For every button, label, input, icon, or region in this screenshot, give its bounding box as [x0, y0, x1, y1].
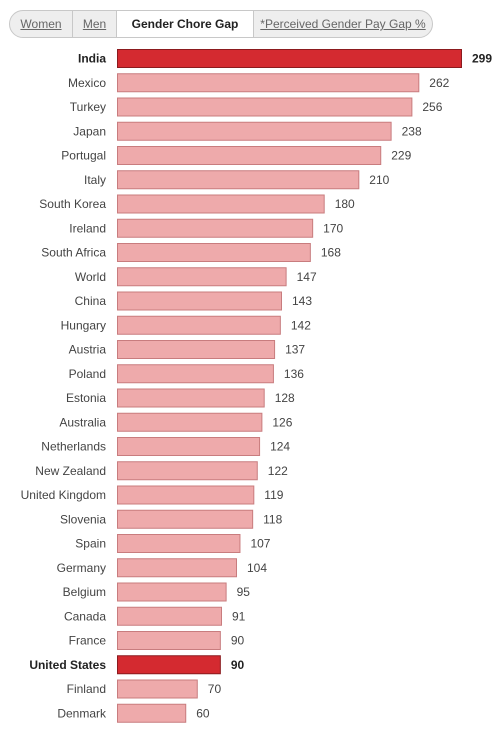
value-label: 119	[264, 488, 283, 502]
bar[interactable]	[117, 340, 276, 359]
category-label: Finland	[67, 682, 106, 696]
value-label: 91	[232, 609, 246, 623]
value-label: 180	[335, 197, 355, 211]
category-label: United States	[29, 658, 106, 672]
bar[interactable]	[117, 679, 198, 699]
value-label: 70	[208, 682, 222, 696]
value-label: 170	[323, 221, 343, 235]
highlighted-bar[interactable]	[117, 655, 221, 675]
bar[interactable]	[117, 703, 187, 723]
bar[interactable]	[117, 485, 255, 505]
bar[interactable]	[117, 461, 258, 481]
value-label: 104	[247, 561, 267, 575]
category-label: Spain	[75, 537, 106, 551]
value-label: 122	[268, 464, 288, 478]
category-label: World	[75, 270, 106, 284]
bar[interactable]	[117, 582, 227, 602]
bar[interactable]	[117, 437, 261, 456]
category-label: Poland	[69, 367, 106, 381]
category-label: Netherlands	[41, 440, 106, 454]
category-label: India	[78, 52, 106, 66]
tab-men[interactable]: Men	[73, 11, 117, 37]
value-label: 128	[275, 391, 295, 405]
category-label: China	[75, 294, 107, 308]
category-label: United Kingdom	[21, 488, 106, 502]
category-label: Turkey	[70, 100, 106, 114]
value-label: 238	[402, 124, 422, 138]
category-label: Hungary	[61, 318, 106, 332]
value-label: 90	[231, 658, 245, 672]
value-label: 229	[391, 149, 411, 163]
value-label: 168	[321, 246, 341, 260]
bar[interactable]	[117, 121, 392, 141]
category-label: Canada	[64, 609, 106, 623]
value-label: 107	[250, 537, 270, 551]
value-label: 124	[270, 440, 290, 454]
bar[interactable]	[117, 534, 241, 553]
category-label: France	[69, 634, 107, 648]
category-label: Slovenia	[60, 512, 106, 526]
value-label: 147	[297, 270, 317, 284]
category-label: Italy	[84, 173, 106, 187]
value-label: 90	[231, 634, 245, 648]
bar[interactable]	[117, 97, 413, 117]
category-label: Estonia	[66, 391, 106, 405]
category-label: Australia	[59, 415, 106, 429]
bar[interactable]	[117, 146, 382, 165]
value-label: 142	[291, 318, 311, 332]
bar[interactable]	[117, 194, 325, 214]
tab-perceived-gender-pay-gap[interactable]: *Perceived Gender Pay Gap %	[260, 17, 426, 31]
category-label: Denmark	[57, 706, 107, 720]
category-label: Germany	[57, 561, 106, 575]
bar[interactable]	[117, 291, 282, 311]
category-label: Japan	[73, 124, 106, 138]
value-label: 60	[196, 706, 210, 720]
tab-gender-chore-gap[interactable]: Gender Chore Gap	[117, 11, 254, 37]
tab-women[interactable]: Women	[10, 11, 73, 37]
value-label: 210	[369, 173, 389, 187]
highlighted-bar[interactable]	[117, 49, 462, 68]
bar[interactable]	[117, 243, 311, 262]
bar[interactable]	[117, 218, 314, 238]
value-label: 256	[422, 100, 442, 114]
bar[interactable]	[117, 364, 274, 384]
value-label: 137	[285, 343, 305, 357]
value-label: 118	[263, 512, 282, 526]
category-label: Belgium	[63, 585, 106, 599]
category-label: Ireland	[69, 221, 106, 235]
value-label: 95	[237, 585, 251, 599]
value-label: 126	[272, 415, 292, 429]
bar[interactable]	[117, 267, 287, 287]
chart-tab-bar: Women Men Gender Chore Gap *Perceived Ge…	[9, 10, 433, 38]
bar[interactable]	[117, 558, 237, 578]
category-label: Mexico	[68, 76, 106, 90]
bar[interactable]	[117, 388, 265, 408]
bar[interactable]	[117, 631, 221, 650]
category-label: Portugal	[61, 149, 106, 163]
bar[interactable]	[117, 170, 360, 190]
category-label: South Africa	[41, 246, 106, 260]
bar[interactable]	[117, 606, 222, 626]
value-label: 299	[472, 52, 492, 66]
category-label: South Korea	[39, 197, 106, 211]
value-label: 143	[292, 294, 312, 308]
bar[interactable]	[117, 73, 420, 93]
bar[interactable]	[117, 315, 281, 335]
category-label: Austria	[69, 343, 107, 357]
bar[interactable]	[117, 412, 263, 432]
value-label: 136	[284, 367, 304, 381]
category-label: New Zealand	[35, 464, 106, 478]
bar[interactable]	[117, 509, 254, 529]
value-label: 262	[429, 76, 449, 90]
